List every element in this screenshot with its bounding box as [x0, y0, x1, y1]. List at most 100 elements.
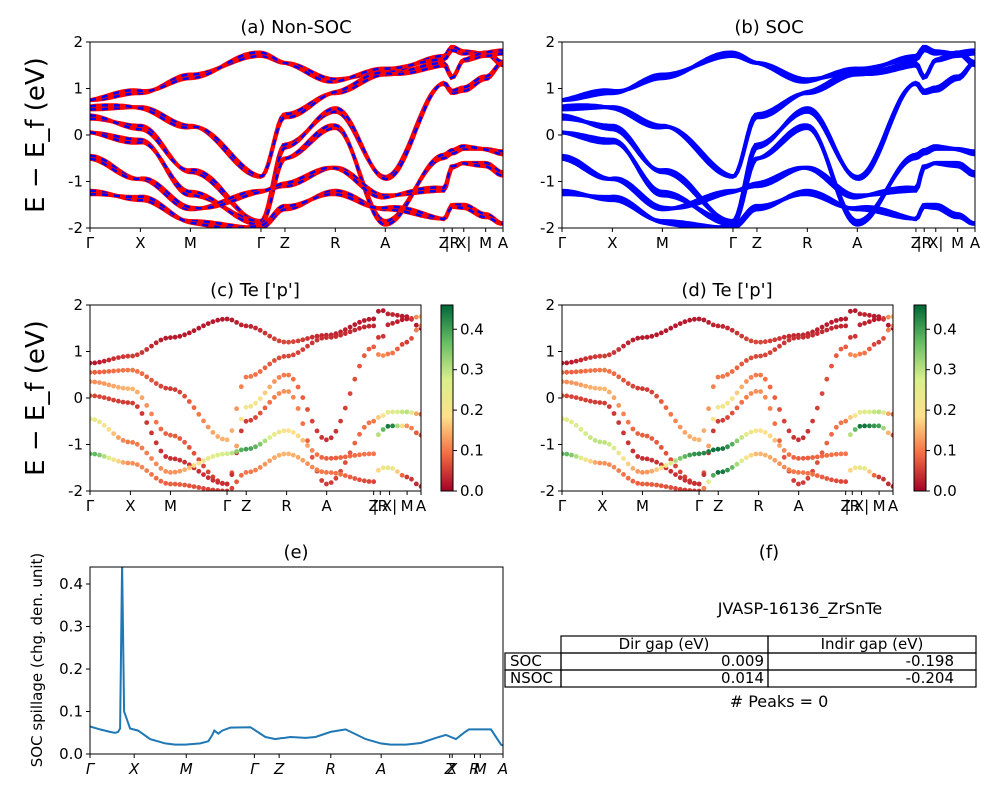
panel-d-point — [611, 411, 617, 416]
panel-d-point — [673, 418, 678, 424]
panel-c-point — [196, 460, 202, 466]
panel-d-point — [710, 472, 716, 478]
panel-c-point — [338, 471, 343, 477]
panel-c-point — [390, 312, 395, 317]
panel-d-point — [890, 432, 893, 438]
panel-c-point — [418, 411, 421, 417]
panel-d-point — [606, 369, 612, 374]
panel-d-point — [588, 355, 593, 360]
panel-c-point — [380, 308, 386, 314]
panel-d-point — [843, 451, 849, 457]
panel-d-point — [630, 448, 636, 454]
table-header-dir: Dir gap (eV) — [619, 635, 710, 653]
panel-d-point — [871, 409, 877, 415]
panel-b-xtick-label: Z — [752, 234, 762, 252]
panel-c-point — [418, 323, 421, 329]
panel-b-ytick-label: -2 — [540, 219, 555, 237]
panel-c-point — [163, 335, 169, 341]
panel-d-point — [673, 486, 678, 491]
panel-d-xtick-label: M — [636, 497, 649, 515]
panel-d-point — [791, 478, 797, 483]
panel-a-xtick-label: Γ — [86, 234, 95, 252]
panel-c-point — [210, 477, 216, 483]
panel-c-point — [144, 468, 150, 473]
panel-c-point — [418, 432, 421, 438]
panel-d-point — [753, 354, 759, 359]
peaks-count: # Peaks = 0 — [730, 692, 829, 711]
panel-c-point — [409, 425, 414, 431]
panel-c-point — [196, 468, 202, 474]
panel-c-point — [257, 369, 263, 374]
panel-c-point — [305, 343, 310, 349]
panel-d-point — [673, 463, 678, 469]
panel-d-point — [734, 330, 740, 336]
panel-c-point — [243, 418, 249, 424]
panel-b-xtick-label: R — [802, 234, 812, 252]
panel-c-point — [342, 454, 348, 460]
panel-c-point — [290, 352, 296, 358]
panel-d-point — [843, 418, 849, 424]
panel-d-point — [569, 369, 574, 375]
panel-d-point — [597, 367, 603, 373]
panel-d-point — [583, 431, 588, 436]
panel-c-point — [413, 327, 419, 333]
panel-c-point — [116, 355, 121, 360]
panel-c-point — [90, 360, 93, 366]
panel-c-point — [224, 437, 230, 443]
panel-d-point — [592, 399, 598, 405]
panel-c-point — [90, 416, 93, 422]
panel-b-xtick-label: M — [656, 234, 669, 252]
panel-d-point — [824, 376, 830, 382]
panel-d-point — [562, 379, 565, 385]
panel-c-point — [210, 474, 216, 480]
panel-d-point — [876, 474, 882, 480]
panel-c-point — [314, 452, 320, 457]
panel-d-point — [706, 320, 711, 325]
panel-c-point — [267, 458, 273, 464]
panel-f-title: (f) — [759, 542, 779, 563]
panel-a-xtick-label: |R — [444, 234, 459, 252]
panel-d-point — [562, 416, 565, 422]
panel-c-point — [149, 430, 154, 436]
panel-c-point — [347, 324, 353, 330]
panel-c-point — [267, 399, 273, 405]
panel-c-point — [177, 457, 183, 463]
panel-c-point — [333, 470, 339, 476]
panel-d-point — [885, 314, 891, 320]
colorbar-tick-label: 0.0 — [933, 482, 957, 500]
colorbar-d-ticks: 0.0 0.1 0.2 0.3 0.4 — [926, 320, 957, 500]
panel-d-point — [852, 465, 858, 471]
panel-d-point — [663, 405, 669, 411]
panel-c-xtick-label: |R — [373, 497, 388, 515]
panel-c-point — [116, 368, 121, 373]
panel-d-point — [881, 410, 886, 415]
panel-c-point — [314, 428, 320, 434]
panel-c-point — [357, 477, 362, 483]
panel-d-point — [682, 487, 688, 491]
panel-d-point — [810, 455, 815, 460]
panel-c-point — [395, 469, 400, 474]
panel-c-point — [215, 488, 221, 491]
panel-d-point — [791, 335, 797, 341]
panel-d-point — [848, 352, 853, 357]
colorbar-d — [913, 304, 927, 492]
panel-c-point — [116, 398, 121, 404]
panel-c-point — [201, 323, 206, 329]
panel-c-point — [182, 467, 188, 473]
panel-c-point — [366, 420, 372, 426]
panel-c-point — [248, 403, 254, 409]
panel-c-point — [130, 460, 136, 466]
panel-d-point — [833, 451, 839, 457]
panel-d-point — [562, 393, 565, 399]
panel-d-point — [625, 381, 631, 386]
panel-c-point — [276, 391, 282, 396]
panel-d-point — [564, 451, 570, 457]
panel-d-point — [744, 379, 749, 384]
panel-c-point — [210, 319, 216, 325]
panel-d-point — [706, 449, 711, 454]
panel-d-point — [564, 417, 570, 423]
panel-d-point — [682, 319, 688, 325]
panel-c-point — [196, 325, 202, 331]
panel-d-point — [602, 460, 607, 466]
table-row-nsoc-dir: 0.014 — [721, 669, 764, 687]
